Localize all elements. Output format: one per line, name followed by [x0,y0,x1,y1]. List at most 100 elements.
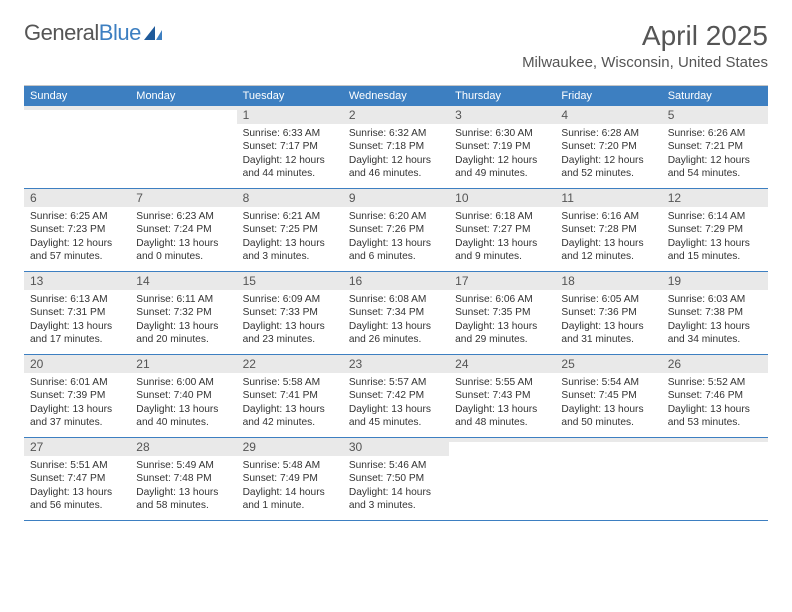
calendar-cell: 26Sunrise: 5:52 AMSunset: 7:46 PMDayligh… [662,355,768,437]
cell-body: Sunrise: 6:09 AMSunset: 7:33 PMDaylight:… [237,290,343,351]
day-number: 4 [555,106,661,124]
day-number: 20 [24,355,130,373]
daylight-text: Daylight: 13 hours and 3 minutes. [243,237,337,264]
day-number: 27 [24,438,130,456]
daylight-text: Daylight: 13 hours and 9 minutes. [455,237,549,264]
calendar-cell: 17Sunrise: 6:06 AMSunset: 7:35 PMDayligh… [449,272,555,354]
sunset-text: Sunset: 7:27 PM [455,223,549,236]
sunrise-text: Sunrise: 6:33 AM [243,127,337,140]
day-number: 23 [343,355,449,373]
daylight-text: Daylight: 13 hours and 0 minutes. [136,237,230,264]
sunrise-text: Sunrise: 6:28 AM [561,127,655,140]
cell-body: Sunrise: 6:11 AMSunset: 7:32 PMDaylight:… [130,290,236,351]
sunrise-text: Sunrise: 6:20 AM [349,210,443,223]
sunrise-text: Sunrise: 6:06 AM [455,293,549,306]
sunset-text: Sunset: 7:34 PM [349,306,443,319]
calendar-cell [449,438,555,520]
sunset-text: Sunset: 7:43 PM [455,389,549,402]
sunset-text: Sunset: 7:50 PM [349,472,443,485]
week-row: 27Sunrise: 5:51 AMSunset: 7:47 PMDayligh… [24,438,768,521]
sunrise-text: Sunrise: 5:51 AM [30,459,124,472]
sunset-text: Sunset: 7:46 PM [668,389,762,402]
day-label: Tuesday [237,86,343,106]
cell-body: Sunrise: 6:00 AMSunset: 7:40 PMDaylight:… [130,373,236,434]
sunset-text: Sunset: 7:19 PM [455,140,549,153]
calendar-cell: 21Sunrise: 6:00 AMSunset: 7:40 PMDayligh… [130,355,236,437]
daylight-text: Daylight: 13 hours and 40 minutes. [136,403,230,430]
sunrise-text: Sunrise: 5:57 AM [349,376,443,389]
cell-body: Sunrise: 6:16 AMSunset: 7:28 PMDaylight:… [555,207,661,268]
calendar-cell: 7Sunrise: 6:23 AMSunset: 7:24 PMDaylight… [130,189,236,271]
day-label: Monday [130,86,236,106]
logo-part1: General [24,20,99,45]
daylight-text: Daylight: 13 hours and 12 minutes. [561,237,655,264]
calendar-cell: 22Sunrise: 5:58 AMSunset: 7:41 PMDayligh… [237,355,343,437]
day-number: 8 [237,189,343,207]
sunrise-text: Sunrise: 6:09 AM [243,293,337,306]
cell-body: Sunrise: 6:18 AMSunset: 7:27 PMDaylight:… [449,207,555,268]
cell-body: Sunrise: 5:48 AMSunset: 7:49 PMDaylight:… [237,456,343,517]
calendar: SundayMondayTuesdayWednesdayThursdayFrid… [24,85,768,521]
day-label: Sunday [24,86,130,106]
day-number: 25 [555,355,661,373]
calendar-cell: 13Sunrise: 6:13 AMSunset: 7:31 PMDayligh… [24,272,130,354]
day-number: 9 [343,189,449,207]
day-label: Friday [555,86,661,106]
sunrise-text: Sunrise: 6:08 AM [349,293,443,306]
sail-icon [144,26,166,40]
sunset-text: Sunset: 7:25 PM [243,223,337,236]
sunset-text: Sunset: 7:23 PM [30,223,124,236]
sunrise-text: Sunrise: 6:25 AM [30,210,124,223]
daylight-text: Daylight: 12 hours and 49 minutes. [455,154,549,181]
calendar-cell [662,438,768,520]
day-number: 22 [237,355,343,373]
day-number: 17 [449,272,555,290]
sunrise-text: Sunrise: 6:18 AM [455,210,549,223]
sunset-text: Sunset: 7:41 PM [243,389,337,402]
calendar-cell: 11Sunrise: 6:16 AMSunset: 7:28 PMDayligh… [555,189,661,271]
sunset-text: Sunset: 7:21 PM [668,140,762,153]
sunrise-text: Sunrise: 6:14 AM [668,210,762,223]
daylight-text: Daylight: 12 hours and 57 minutes. [30,237,124,264]
daylight-text: Daylight: 13 hours and 48 minutes. [455,403,549,430]
cell-body: Sunrise: 5:51 AMSunset: 7:47 PMDaylight:… [24,456,130,517]
calendar-cell: 4Sunrise: 6:28 AMSunset: 7:20 PMDaylight… [555,106,661,188]
sunrise-text: Sunrise: 6:13 AM [30,293,124,306]
cell-body [449,442,555,450]
week-row: 20Sunrise: 6:01 AMSunset: 7:39 PMDayligh… [24,355,768,438]
sunset-text: Sunset: 7:36 PM [561,306,655,319]
daylight-text: Daylight: 13 hours and 20 minutes. [136,320,230,347]
cell-body: Sunrise: 6:21 AMSunset: 7:25 PMDaylight:… [237,207,343,268]
header: GeneralBlue April 2025 Milwaukee, Wiscon… [0,0,792,77]
cell-body: Sunrise: 6:26 AMSunset: 7:21 PMDaylight:… [662,124,768,185]
day-number: 3 [449,106,555,124]
sunrise-text: Sunrise: 6:05 AM [561,293,655,306]
sunrise-text: Sunrise: 5:58 AM [243,376,337,389]
daylight-text: Daylight: 13 hours and 23 minutes. [243,320,337,347]
day-number: 11 [555,189,661,207]
day-number: 2 [343,106,449,124]
calendar-cell: 25Sunrise: 5:54 AMSunset: 7:45 PMDayligh… [555,355,661,437]
sunset-text: Sunset: 7:47 PM [30,472,124,485]
calendar-cell: 18Sunrise: 6:05 AMSunset: 7:36 PMDayligh… [555,272,661,354]
week-row: 6Sunrise: 6:25 AMSunset: 7:23 PMDaylight… [24,189,768,272]
daylight-text: Daylight: 13 hours and 31 minutes. [561,320,655,347]
calendar-cell: 6Sunrise: 6:25 AMSunset: 7:23 PMDaylight… [24,189,130,271]
calendar-cell [24,106,130,188]
calendar-cell: 5Sunrise: 6:26 AMSunset: 7:21 PMDaylight… [662,106,768,188]
cell-body: Sunrise: 5:46 AMSunset: 7:50 PMDaylight:… [343,456,449,517]
calendar-cell: 23Sunrise: 5:57 AMSunset: 7:42 PMDayligh… [343,355,449,437]
sunrise-text: Sunrise: 5:55 AM [455,376,549,389]
sunrise-text: Sunrise: 6:26 AM [668,127,762,140]
sunset-text: Sunset: 7:35 PM [455,306,549,319]
daylight-text: Daylight: 14 hours and 3 minutes. [349,486,443,513]
cell-body: Sunrise: 6:13 AMSunset: 7:31 PMDaylight:… [24,290,130,351]
day-number: 15 [237,272,343,290]
sunrise-text: Sunrise: 6:00 AM [136,376,230,389]
sunset-text: Sunset: 7:29 PM [668,223,762,236]
day-number: 24 [449,355,555,373]
sunrise-text: Sunrise: 5:52 AM [668,376,762,389]
daylight-text: Daylight: 13 hours and 56 minutes. [30,486,124,513]
cell-body: Sunrise: 5:52 AMSunset: 7:46 PMDaylight:… [662,373,768,434]
sunset-text: Sunset: 7:31 PM [30,306,124,319]
